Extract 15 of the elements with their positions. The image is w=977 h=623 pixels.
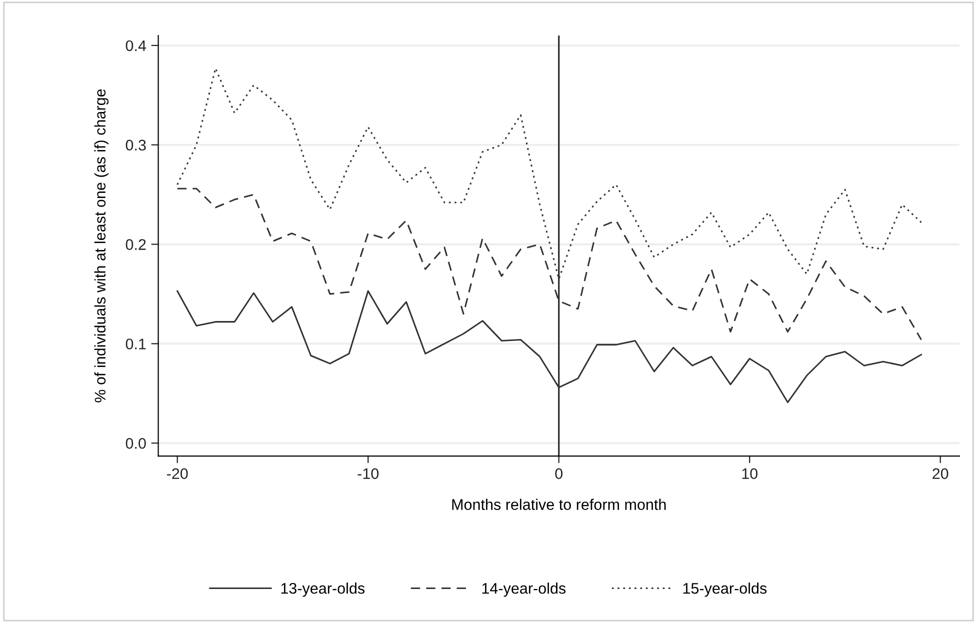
legend-label: 15-year-olds [683,582,767,597]
x-tick-label: -10 [358,468,379,480]
x-tick-label: 20 [932,468,948,480]
legend-label: 13-year-olds [281,582,365,597]
x-axis-title: Months relative to reform month [452,498,666,510]
y-tick-label: 0.0 [126,438,146,449]
y-tick-label: 0.3 [126,140,146,151]
x-tick-label: -20 [166,468,188,480]
x-tick-label: 10 [742,468,758,480]
y-tick-label: 0.2 [126,239,146,250]
y-tick-label: 0.4 [126,40,146,52]
x-tick-label: 0 [555,468,562,480]
legend-label: 14-year-olds [482,582,566,597]
y-axis-title: % of individuals with at least one (as if) charge [94,89,109,402]
y-tick-label: 0.1 [126,338,146,350]
